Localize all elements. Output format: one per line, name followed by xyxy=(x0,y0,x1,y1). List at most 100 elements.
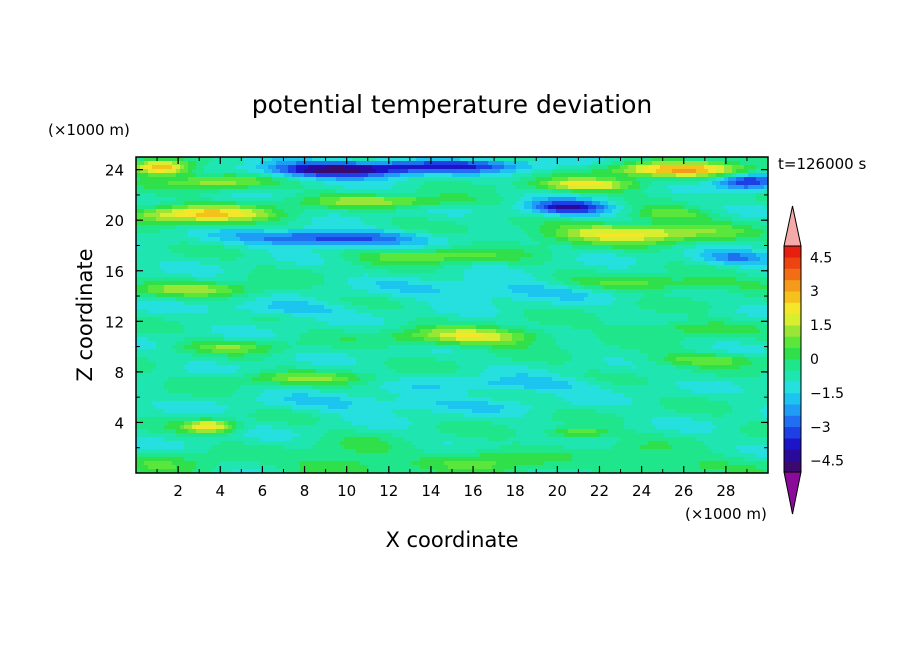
field-cell xyxy=(236,241,241,246)
field-cell xyxy=(680,233,685,238)
field-cell xyxy=(672,269,677,274)
field-cell xyxy=(144,181,149,186)
field-cell xyxy=(600,193,605,198)
field-cell xyxy=(736,265,741,270)
field-cell xyxy=(348,237,353,242)
field-cell xyxy=(708,177,713,182)
field-cell xyxy=(576,217,581,222)
field-cell xyxy=(584,177,589,182)
field-cell xyxy=(284,253,289,258)
field-cell xyxy=(368,193,373,198)
field-cell xyxy=(372,209,377,214)
field-cell xyxy=(508,273,513,278)
field-cell xyxy=(756,277,761,282)
field-cell xyxy=(296,213,301,218)
field-cell xyxy=(228,229,233,234)
field-cell xyxy=(440,165,445,170)
field-cell xyxy=(708,205,713,210)
field-cell xyxy=(720,157,725,162)
field-cell xyxy=(744,165,749,170)
field-cell xyxy=(496,221,501,226)
field-cell xyxy=(356,245,361,250)
field-cell xyxy=(160,201,165,206)
field-cell xyxy=(760,181,765,186)
field-cell xyxy=(420,269,425,274)
field-cell xyxy=(432,169,437,174)
field-cell xyxy=(168,265,173,270)
field-cell xyxy=(268,173,273,178)
field-cell xyxy=(552,257,557,262)
field-cell xyxy=(500,201,505,206)
field-cell xyxy=(348,273,353,278)
field-cell xyxy=(496,281,501,286)
field-cell xyxy=(536,265,541,270)
field-cell xyxy=(520,249,525,254)
field-cell xyxy=(764,209,769,214)
field-cell xyxy=(612,169,617,174)
field-cell xyxy=(340,249,345,254)
field-cell xyxy=(180,173,185,178)
field-cell xyxy=(664,269,669,274)
field-cell xyxy=(628,277,633,282)
field-cell xyxy=(148,189,153,194)
field-cell xyxy=(764,225,769,230)
field-cell xyxy=(280,201,285,206)
field-cell xyxy=(456,273,461,278)
field-cell xyxy=(292,225,297,230)
field-cell xyxy=(604,213,609,218)
field-cell xyxy=(552,229,557,234)
field-cell xyxy=(300,265,305,270)
field-cell xyxy=(388,277,393,282)
field-cell xyxy=(652,241,657,246)
field-cell xyxy=(744,157,749,162)
field-cell xyxy=(200,237,205,242)
field-cell xyxy=(216,221,221,226)
field-cell xyxy=(280,261,285,266)
field-cell xyxy=(196,257,201,262)
field-cell xyxy=(716,241,721,246)
field-cell xyxy=(532,201,537,206)
field-cell xyxy=(360,165,365,170)
field-cell xyxy=(656,253,661,258)
field-cell xyxy=(728,253,733,258)
field-cell xyxy=(588,277,593,282)
field-cell xyxy=(500,269,505,274)
field-cell xyxy=(528,189,533,194)
field-cell xyxy=(236,181,241,186)
field-cell xyxy=(436,261,441,266)
field-cell xyxy=(152,245,157,250)
field-cell xyxy=(164,209,169,214)
field-cell xyxy=(388,245,393,250)
field-cell xyxy=(700,213,705,218)
field-cell xyxy=(208,181,213,186)
field-cell xyxy=(176,177,181,182)
field-cell xyxy=(624,217,629,222)
field-cell xyxy=(612,237,617,242)
field-cell xyxy=(588,225,593,230)
field-cell xyxy=(740,161,745,166)
field-cell xyxy=(392,225,397,230)
field-cell xyxy=(504,225,509,230)
field-cell xyxy=(496,229,501,234)
field-cell xyxy=(224,233,229,238)
field-cell xyxy=(272,185,277,190)
field-cell xyxy=(416,253,421,258)
field-cell xyxy=(640,173,645,178)
field-cell xyxy=(344,169,349,174)
field-cell xyxy=(224,157,229,162)
field-cell xyxy=(644,265,649,270)
field-cell xyxy=(644,217,649,222)
field-cell xyxy=(144,213,149,218)
field-cell xyxy=(320,161,325,166)
field-cell xyxy=(384,193,389,198)
field-cell xyxy=(328,197,333,202)
field-cell xyxy=(672,209,677,214)
field-cell xyxy=(256,201,261,206)
field-cell xyxy=(168,173,173,178)
field-cell xyxy=(308,253,313,258)
field-cell xyxy=(636,177,641,182)
field-cell xyxy=(696,197,701,202)
field-cell xyxy=(288,161,293,166)
field-cell xyxy=(352,213,357,218)
field-cell xyxy=(176,269,181,274)
